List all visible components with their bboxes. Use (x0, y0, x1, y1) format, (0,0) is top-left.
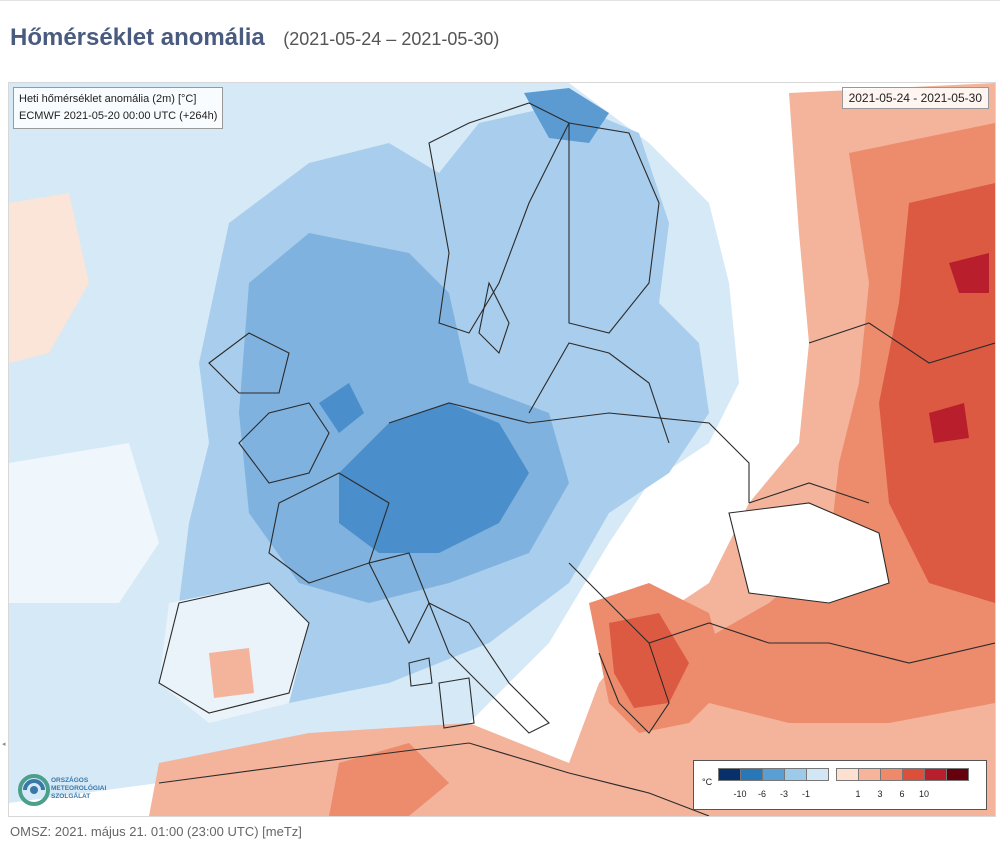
legend-tick: 10 (918, 789, 929, 799)
legend-swatch-warm (902, 768, 925, 781)
legend-tick: 1 (855, 789, 861, 799)
legend-swatch-warm (836, 768, 859, 781)
legend-swatch-warm (924, 768, 947, 781)
legend-swatch-cold (806, 768, 829, 781)
info-title: Heti hőmérséklet anomália (2m) [°C] (19, 93, 197, 105)
top-divider (0, 0, 1000, 1)
scroll-marker: ◂ (2, 741, 6, 748)
date-range-label: 2021-05-24 - 2021-05-30 (841, 87, 989, 109)
legend-swatch-warm (880, 768, 903, 781)
footer-credit: OMSZ: 2021. május 21. 01:00 (23:00 UTC) … (10, 824, 302, 839)
omsz-logo-text: ORSZÁGOS METEOROLÓGIAI SZOLGÁLAT (51, 777, 107, 800)
anomaly-map[interactable]: Heti hőmérséklet anomália (2m) [°C] ECMW… (8, 82, 996, 817)
title-row: Hőmérséklet anomália (2021-05-24 – 2021-… (10, 24, 499, 52)
color-legend: °C -10 -6 -3 -1 1 3 6 10 (693, 760, 987, 810)
legend-tick: -1 (801, 789, 810, 799)
legend-swatch-warm (858, 768, 881, 781)
legend-swatch-cold (784, 768, 807, 781)
legend-tick: -6 (757, 789, 766, 799)
legend-swatch-cold (740, 768, 763, 781)
info-model-run: ECMWF 2021-05-20 00:00 UTC (+264h) (19, 110, 218, 122)
legend-tick: 6 (899, 789, 905, 799)
legend-swatch-cold (718, 768, 741, 781)
legend-tick: 3 (877, 789, 883, 799)
omsz-logo: ORSZÁGOS METEOROLÓGIAI SZOLGÁLAT (15, 770, 133, 810)
legend-swatch-warm (946, 768, 969, 781)
period-subtitle: (2021-05-24 – 2021-05-30) (283, 29, 500, 49)
map-info-box: Heti hőmérséklet anomália (2m) [°C] ECMW… (13, 87, 224, 129)
legend-swatch-cold (762, 768, 785, 781)
legend-tick: -3 (779, 789, 788, 799)
map-canvas (9, 83, 995, 816)
legend-tick: -10 (733, 789, 747, 799)
legend-unit: °C (702, 777, 713, 787)
omsz-logo-icon (18, 774, 50, 806)
page-title: Hőmérséklet anomália (10, 24, 265, 51)
